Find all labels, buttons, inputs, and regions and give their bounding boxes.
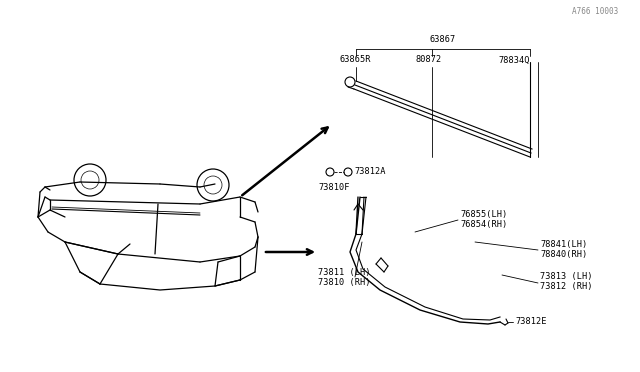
Text: 73811 (LH): 73811 (LH)	[318, 267, 371, 276]
Text: 63865R: 63865R	[340, 55, 371, 64]
Circle shape	[204, 176, 222, 194]
Circle shape	[345, 77, 355, 87]
Text: 73813 (LH): 73813 (LH)	[540, 273, 593, 282]
Text: 78840(RH): 78840(RH)	[540, 250, 588, 259]
Text: A766 10003: A766 10003	[572, 7, 618, 16]
Text: 73812E: 73812E	[515, 317, 547, 327]
Text: 78834Q: 78834Q	[498, 55, 529, 64]
Circle shape	[326, 168, 334, 176]
Circle shape	[344, 168, 352, 176]
Circle shape	[197, 169, 229, 201]
Text: 76855(LH): 76855(LH)	[460, 209, 508, 218]
Text: 76854(RH): 76854(RH)	[460, 219, 508, 228]
Text: 73812A: 73812A	[354, 167, 385, 176]
Text: 78841(LH): 78841(LH)	[540, 240, 588, 248]
Text: 80872: 80872	[415, 55, 441, 64]
Circle shape	[81, 171, 99, 189]
Text: 63867: 63867	[430, 35, 456, 44]
Circle shape	[74, 164, 106, 196]
Text: 73812 (RH): 73812 (RH)	[540, 282, 593, 292]
Text: 73810F: 73810F	[318, 183, 349, 192]
Text: 73810 (RH): 73810 (RH)	[318, 278, 371, 286]
